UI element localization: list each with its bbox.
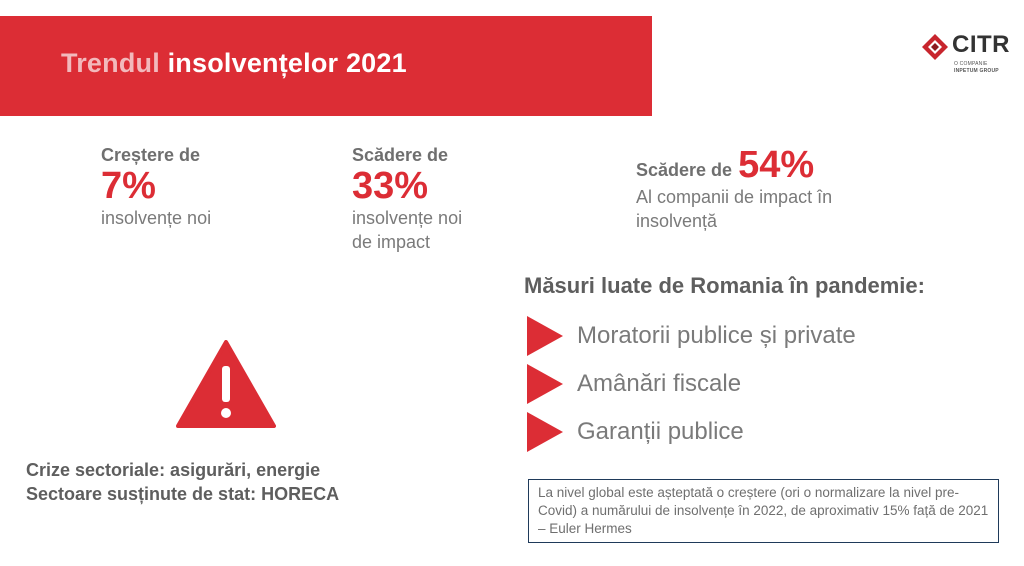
sector-crisis-line: Crize sectoriale: asigurări, energie <box>26 460 321 480</box>
triangle-arrow-icon <box>527 412 563 452</box>
page-title: Trendul insolvențelor 2021 <box>61 48 407 79</box>
diamond-logo-icon <box>922 34 948 60</box>
company-logo: CITR O COMPANIE INPETUM GROUP <box>920 30 1018 80</box>
sector-notes: Crize sectoriale: asigurări, energie Sec… <box>26 458 339 506</box>
logo-subtitle: O COMPANIE <box>954 61 988 67</box>
page-title-part1: Trendul <box>61 48 160 78</box>
logo-name: CITR <box>952 31 1010 58</box>
list-item: Amânări fiscale <box>527 360 856 408</box>
sector-support-line: Sectoare susținute de stat: HORECA <box>26 484 340 504</box>
list-item: Garanții publice <box>527 408 856 456</box>
stat-value: 33% <box>352 165 429 207</box>
triangle-arrow-icon <box>527 316 563 356</box>
stat-desc-line: de impact <box>352 232 431 252</box>
stat-desc-line: insolvențe noi <box>352 208 463 228</box>
stat-value: 54% <box>738 144 815 186</box>
list-item: Moratorii publice și private <box>527 312 856 360</box>
stat-impact-insolvencies: Scădere de 33% insolvențe noi de impact <box>352 145 552 254</box>
warning-icon <box>176 340 276 428</box>
measure-label: Garanții publice <box>577 418 744 445</box>
stat-label: Creștere de <box>101 145 201 165</box>
page-title-part2: insolvențelor 2021 <box>167 48 407 78</box>
stat-desc-line: Al companii de impact în <box>636 187 833 207</box>
measure-label: Moratorii publice și private <box>577 322 856 349</box>
forecast-note-box: La nivel global este așteptată o creșter… <box>528 479 999 543</box>
logo-group-name: INPETUM GROUP <box>954 68 999 74</box>
measures-title: Măsuri luate de Romania în pandemie: <box>524 273 925 298</box>
stat-desc-line: insolvență <box>636 211 718 231</box>
triangle-arrow-icon <box>527 364 563 404</box>
stat-impact-companies: Scădere de 54% Al companii de impact în … <box>636 145 936 233</box>
measure-label: Amânări fiscale <box>577 370 742 397</box>
stat-desc-line: insolvențe noi <box>101 208 212 228</box>
stat-label: Scădere de <box>636 160 733 180</box>
stat-value: 7% <box>101 165 156 207</box>
stat-label: Scădere de <box>352 145 449 165</box>
measures-list: Moratorii publice și private Amânări fis… <box>527 312 856 456</box>
title-banner <box>0 16 652 116</box>
stat-new-insolvencies: Creștere de 7% insolvențe noi <box>101 145 301 230</box>
